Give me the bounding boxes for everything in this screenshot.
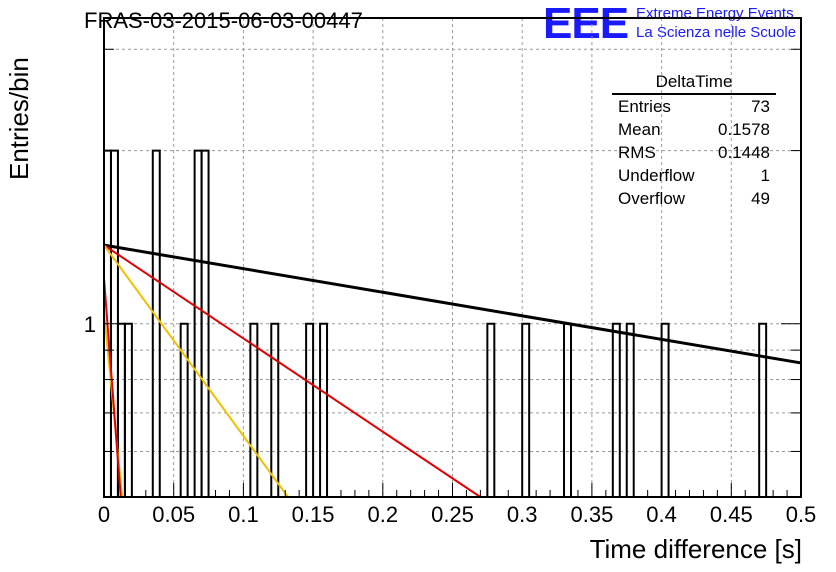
eee-logo: EEE <box>543 0 629 48</box>
histogram-bar <box>151 149 161 497</box>
x-tick-label: 0.35 <box>570 502 613 527</box>
x-tick-label: 0.45 <box>710 502 753 527</box>
stats-value: 0.1578 <box>718 120 770 139</box>
histogram-bar <box>486 322 496 497</box>
histogram-bar <box>123 322 133 497</box>
histogram-bar <box>319 322 329 497</box>
stats-value: 73 <box>751 97 770 116</box>
x-tick-labels: 0 0.05 0.1 0.15 0.2 0.25 0.3 0.35 0.4 0.45 0.5 <box>98 502 816 527</box>
x-tick-label: 0.1 <box>228 502 259 527</box>
stats-value: 49 <box>751 189 770 208</box>
stats-row: RMS 0.1448 <box>612 141 776 164</box>
x-tick-label: 0.2 <box>368 502 399 527</box>
stats-row: Overflow 49 <box>612 187 776 210</box>
stats-value: 1 <box>760 166 770 185</box>
x-tick-label: 0.25 <box>431 502 474 527</box>
histogram-bar <box>200 149 210 497</box>
x-axis-label: Time difference [s] <box>589 534 802 564</box>
y-tick-labels: 1 <box>84 312 96 337</box>
stats-box: DeltaTime Entries 73 Mean 0.1578 RMS 0.1448… <box>612 72 776 210</box>
histogram-bar <box>521 322 531 497</box>
x-tick-label: 0.3 <box>507 502 538 527</box>
stats-row: Mean 0.1578 <box>612 118 776 141</box>
logo-line-2: La Scienza nelle Scuole <box>636 24 797 41</box>
histogram-bar <box>625 322 635 497</box>
stats-label: Underflow <box>618 166 695 185</box>
grid <box>104 18 801 497</box>
x-tick-label: 0 <box>98 502 110 527</box>
x-tick-label: 0.15 <box>292 502 335 527</box>
fit-curves <box>103 243 802 498</box>
x-tick-label: 0.05 <box>152 502 195 527</box>
histogram-bar <box>660 322 670 497</box>
fit-line <box>103 278 122 498</box>
stats-title: DeltaTime <box>612 72 776 95</box>
y-axis-label: Entries/bin <box>4 57 34 180</box>
stats-value: 0.1448 <box>718 143 770 162</box>
stats-label: Mean <box>618 120 661 139</box>
stats-label: Overflow <box>618 189 686 208</box>
fit-line <box>103 244 289 498</box>
histogram-bar <box>305 322 315 497</box>
x-tick-label: 0.5 <box>786 502 817 527</box>
stats-row: Underflow 1 <box>612 164 776 187</box>
stats-label: Entries <box>618 97 671 116</box>
y-tick-label: 1 <box>84 312 96 337</box>
histogram-bar <box>611 322 621 497</box>
stats-row: Entries 73 <box>612 95 776 118</box>
histogram-bar <box>758 322 768 497</box>
fit-line <box>103 244 481 498</box>
histogram-bar <box>179 322 189 497</box>
fit-line <box>103 243 802 365</box>
histogram-bar <box>270 322 280 497</box>
axes <box>103 17 802 498</box>
stats-label: RMS <box>618 143 656 162</box>
chart-title: FRAS-03-2015-06-03-00447 <box>84 8 363 33</box>
x-tick-label: 0.4 <box>646 502 677 527</box>
histogram-bar <box>249 322 259 497</box>
